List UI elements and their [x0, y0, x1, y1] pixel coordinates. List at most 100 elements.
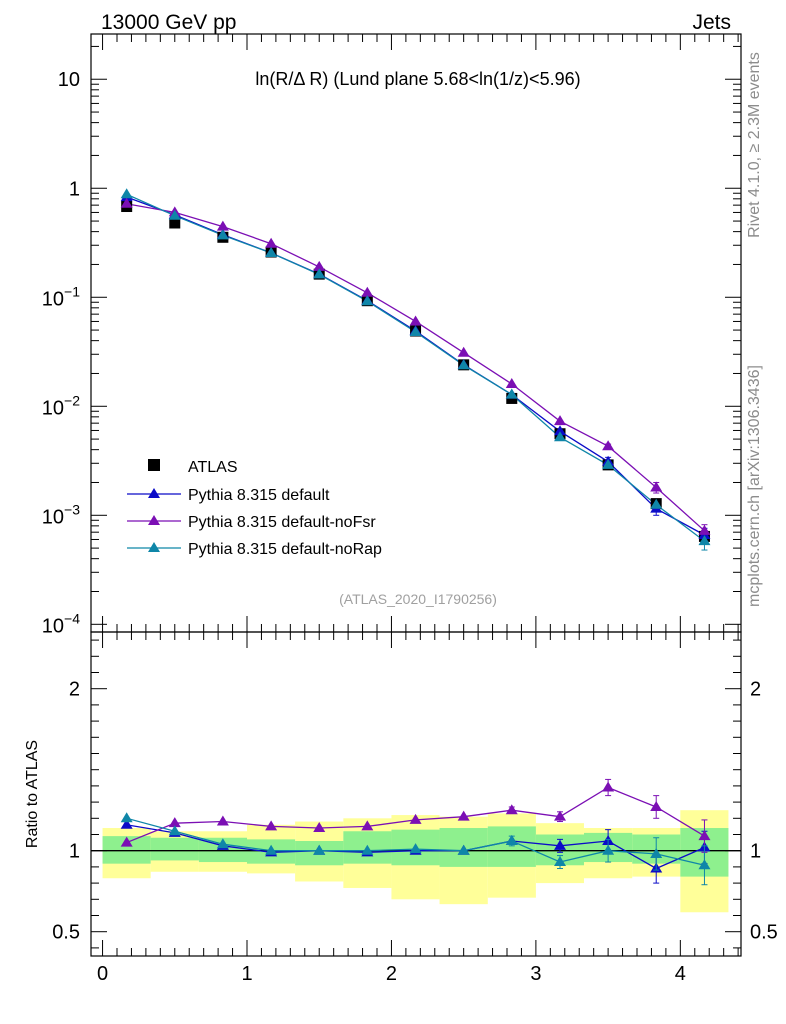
- legend-label-nofsr: Pythia 8.315 default-noFsr: [188, 514, 376, 531]
- legend-label-default: Pythia 8.315 default: [188, 487, 330, 504]
- point-noRap: [168, 209, 181, 220]
- ratio-point-noRap: [602, 844, 615, 855]
- ratio-y-tick-label-right: 2: [750, 679, 761, 701]
- ratio-point-noRap: [409, 843, 422, 854]
- point-noRap: [457, 359, 470, 370]
- point-noRap: [313, 268, 326, 279]
- point-noFsr: [505, 378, 518, 389]
- ratio-y-tick-label-right: 1: [750, 841, 761, 863]
- legend-marker-nofsr: [127, 515, 181, 525]
- ratio-point-noFsr: [361, 820, 374, 831]
- x-tick-label: 0: [97, 963, 108, 985]
- point-noFsr: [650, 481, 663, 492]
- ratio-point-noFsr: [698, 830, 711, 841]
- ratio-plot: 0.5 0.5 1 1 2 2 0 1 2 3 4 Ratio to ATLAS: [24, 631, 778, 985]
- ratio-point-noRap: [650, 847, 663, 858]
- legend-label-norap: Pythia 8.315 default-noRap: [188, 541, 382, 558]
- ratio-frame: [90, 631, 742, 957]
- ratio-point-noRap: [554, 856, 567, 867]
- legend: ATLAS Pythia 8.315 default Pythia 8.315 …: [127, 459, 382, 558]
- y-tick-label: 10: [58, 69, 80, 91]
- ratio-point-default: [554, 839, 567, 850]
- ratio-point-noFsr: [265, 820, 278, 831]
- main-axis-ticks: 10 1 10−1 10−2 10−3 10−4: [42, 34, 741, 637]
- ratio-point-noFsr: [602, 781, 615, 792]
- ratio-point-noRap: [698, 859, 711, 870]
- point-noRap: [216, 229, 229, 240]
- ratio-point-noFsr: [457, 810, 470, 821]
- ratio-point-default: [120, 818, 133, 829]
- line-noFsr: [126, 203, 705, 532]
- header-right: Jets: [692, 11, 731, 34]
- ratio-point-noRap: [216, 838, 229, 849]
- ratio-point-noRap: [361, 844, 374, 855]
- point-noFsr: [265, 237, 278, 248]
- point-noFsr: [313, 260, 326, 271]
- ratio-point-noFsr: [554, 810, 567, 821]
- point-noRap: [361, 295, 374, 306]
- point-noFsr: [602, 440, 615, 451]
- band-inner: [487, 826, 536, 867]
- point-noRap: [409, 326, 422, 337]
- ratio-y-tick-label: 1: [69, 841, 80, 863]
- point-noFsr: [409, 315, 422, 326]
- ratio-y-tick-label-right: 0.5: [750, 922, 778, 944]
- legend-label-atlas: ATLAS: [188, 459, 238, 476]
- ratio-point-noRap: [457, 844, 470, 855]
- legend-marker-default: [127, 488, 181, 498]
- point-noRap: [120, 188, 133, 199]
- point-noRap: [554, 431, 567, 442]
- ratio-point-noRap: [265, 844, 278, 855]
- ratio-point-noFsr: [168, 817, 181, 828]
- ratio-point-noRap: [313, 844, 326, 855]
- point-noFsr: [216, 220, 229, 231]
- main-plot: 10 1 10−1 10−2 10−3 10−4 ln(R/Δ R) (Lund plan…: [42, 33, 742, 637]
- ratio-marks: [91, 778, 741, 913]
- point-noFsr: [457, 346, 470, 357]
- point-noRap: [698, 535, 711, 546]
- y-tick-label: 10−2: [42, 392, 80, 419]
- x-tick-label: 2: [386, 963, 397, 985]
- point-noFsr: [120, 197, 133, 208]
- x-tick-label: 4: [675, 963, 686, 985]
- point-noFsr: [554, 415, 567, 426]
- point-noRap: [650, 498, 663, 509]
- ratio-point-noRap: [168, 825, 181, 836]
- point-noRap: [602, 458, 615, 469]
- point-noRap: [265, 246, 278, 257]
- ratio-ylabel: Ratio to ATLAS: [24, 740, 41, 848]
- x-tick-label: 1: [241, 963, 252, 985]
- ratio-point-noFsr: [505, 804, 518, 815]
- header-left: 13000 GeV pp: [101, 11, 236, 34]
- plot-title: ln(R/Δ R) (Lund plane 5.68<ln(1/z)<5.96): [255, 69, 580, 89]
- reference-label: (ATLAS_2020_I1790256): [339, 591, 497, 607]
- band-inner: [150, 837, 199, 861]
- mcplots-label: mcplots.cern.ch [arXiv:1306.3436]: [746, 365, 763, 607]
- y-tick-label: 1: [69, 178, 80, 200]
- main-marks: [120, 188, 711, 551]
- y-tick-label: 10−1: [42, 283, 80, 310]
- legend-marker-norap: [127, 542, 181, 552]
- point-default: [554, 425, 567, 436]
- legend-marker-atlas: [148, 459, 160, 471]
- ratio-point-noFsr: [409, 813, 422, 824]
- data-point-atlas: [169, 217, 181, 229]
- ratio-point-noRap: [120, 812, 133, 823]
- ratio-point-noFsr: [650, 800, 663, 811]
- ratio-y-tick-label: 0.5: [52, 922, 80, 944]
- ratio-point-noRap: [505, 834, 518, 845]
- ratio-axis-ticks: 0.5 0.5 1 1 2 2 0 1 2 3 4: [52, 632, 778, 985]
- x-tick-label: 3: [530, 963, 541, 985]
- y-tick-label: 10−4: [42, 610, 80, 637]
- point-noFsr: [698, 524, 711, 535]
- line-default: [126, 196, 705, 536]
- point-noFsr: [361, 286, 374, 297]
- ratio-point-noFsr: [313, 822, 326, 833]
- rivet-label: Rivet 4.1.0, ≥ 2.3M events: [746, 52, 763, 238]
- ratio-point-noFsr: [120, 836, 133, 847]
- y-tick-label: 10−3: [42, 501, 80, 528]
- ratio-y-tick-label: 2: [69, 679, 80, 701]
- ratio-point-noFsr: [216, 815, 229, 826]
- point-noRap: [505, 388, 518, 399]
